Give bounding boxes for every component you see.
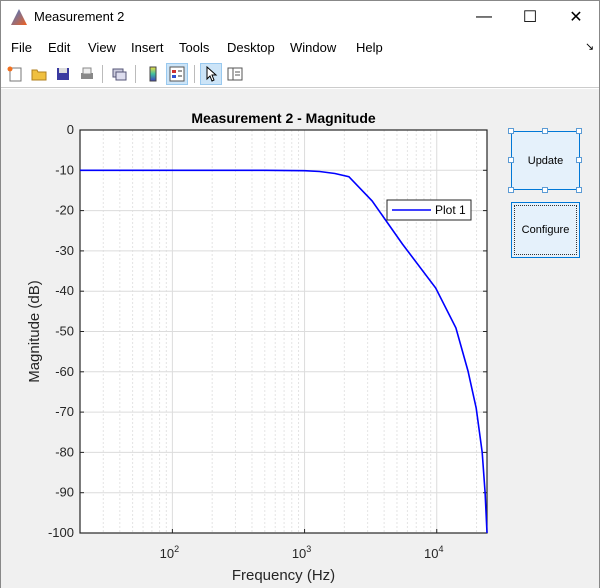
y-tick-label: -10 xyxy=(55,162,74,177)
selection-handle[interactable] xyxy=(576,187,582,193)
y-tick-label: -40 xyxy=(55,283,74,298)
property-inspector-icon[interactable] xyxy=(224,63,246,85)
menu-tools[interactable]: Tools xyxy=(179,40,210,55)
print-icon[interactable] xyxy=(76,63,98,85)
y-tick-label: -50 xyxy=(55,324,74,339)
selection-handle[interactable] xyxy=(542,128,548,134)
magnitude-plot[interactable]: 0 -10 -20 -30 -40 -50 -60 -70 -80 -90 -100 102 103 10… xyxy=(1,89,599,588)
series-line-1 xyxy=(80,169,488,534)
menu-desktop[interactable]: Desktop xyxy=(227,40,275,55)
selection-handle[interactable] xyxy=(542,187,548,193)
edit-plot-icon[interactable] xyxy=(200,63,222,85)
y-tick-label: -70 xyxy=(55,404,74,419)
axes-box xyxy=(79,129,488,534)
legend-label: Plot 1 xyxy=(435,203,466,217)
selection-handle[interactable] xyxy=(508,157,514,163)
y-tick-label: -60 xyxy=(55,364,74,379)
dock-arrow-icon[interactable]: ↘ xyxy=(585,41,595,53)
toolbar-separator xyxy=(194,65,195,83)
menu-bar: File Edit View Insert Tools Desktop Wind… xyxy=(1,35,599,59)
y-tick-label: -30 xyxy=(55,243,74,258)
selection-handle[interactable] xyxy=(508,128,514,134)
link-plot-icon[interactable] xyxy=(108,63,130,85)
menu-help[interactable]: Help xyxy=(356,40,383,55)
x-tick-label: 102 xyxy=(160,544,179,561)
window-title: Measurement 2 xyxy=(34,9,125,24)
y-tick-label: -90 xyxy=(55,485,74,500)
chart-title: Measurement 2 - Magnitude xyxy=(191,110,376,126)
y-tick-label: -20 xyxy=(55,203,74,218)
legend-icon[interactable] xyxy=(166,63,188,85)
title-bar: Measurement 2 — ☐ ✕ xyxy=(1,1,599,33)
menu-file[interactable]: File xyxy=(11,40,32,55)
y-tick-label: -100 xyxy=(48,525,74,540)
menu-edit[interactable]: Edit xyxy=(48,40,71,55)
configure-button[interactable]: Configure xyxy=(511,202,580,258)
y-axis-label: Magnitude (dB) xyxy=(26,280,43,383)
toolbar-separator xyxy=(102,65,103,83)
menu-view[interactable]: View xyxy=(88,40,116,55)
open-file-icon[interactable] xyxy=(28,63,50,85)
save-icon[interactable] xyxy=(52,63,74,85)
menu-window[interactable]: Window xyxy=(290,40,337,55)
maximize-button[interactable]: ☐ xyxy=(522,9,538,26)
update-button[interactable]: Update xyxy=(511,131,580,190)
y-tick-label: 0 xyxy=(67,122,74,137)
close-button[interactable]: ✕ xyxy=(569,9,583,26)
minimize-button[interactable]: — xyxy=(476,8,492,25)
new-figure-icon[interactable] xyxy=(4,63,26,85)
x-axis-label: Frequency (Hz) xyxy=(232,567,335,584)
menu-insert[interactable]: Insert xyxy=(131,40,164,55)
toolbar-separator xyxy=(135,65,136,83)
figure-canvas: 0 -10 -20 -30 -40 -50 -60 -70 -80 -90 -100 102 103 10… xyxy=(1,89,599,588)
matlab-icon xyxy=(11,9,27,25)
selection-handle[interactable] xyxy=(576,157,582,163)
y-tick-label: -80 xyxy=(55,444,74,459)
x-tick-label: 104 xyxy=(424,544,443,561)
x-tick-label: 103 xyxy=(292,544,311,561)
selection-handle[interactable] xyxy=(508,187,514,193)
selection-handle[interactable] xyxy=(576,128,582,134)
colorbar-icon[interactable] xyxy=(142,63,164,85)
toolbar xyxy=(1,61,599,88)
